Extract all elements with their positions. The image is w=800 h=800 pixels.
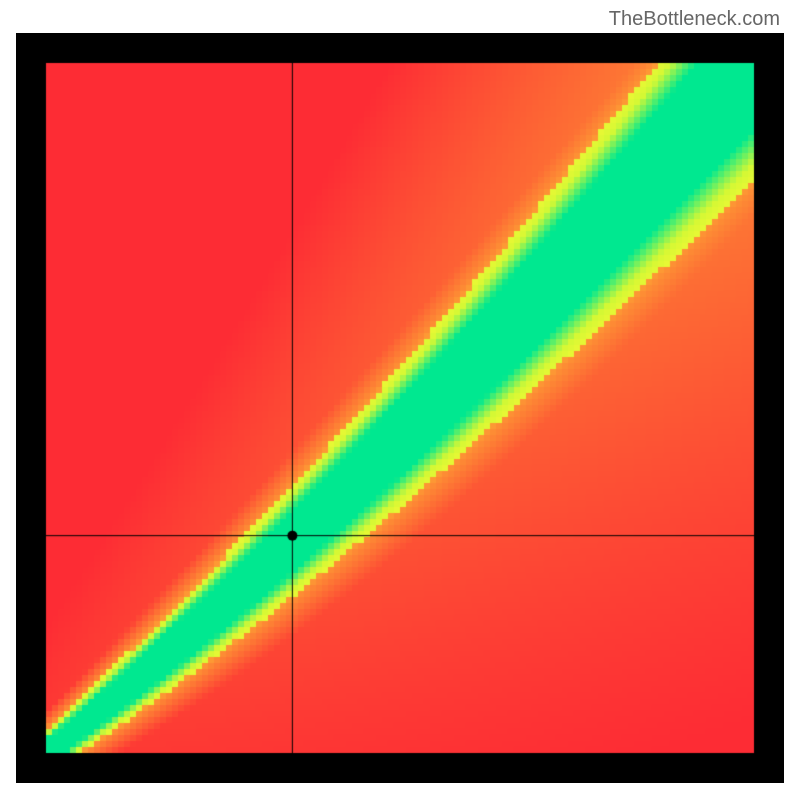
- watermark-text: TheBottleneck.com: [609, 8, 780, 31]
- chart-container: TheBottleneck.com: [0, 0, 800, 800]
- heatmap-canvas: [16, 33, 784, 783]
- chart-area: [16, 33, 784, 783]
